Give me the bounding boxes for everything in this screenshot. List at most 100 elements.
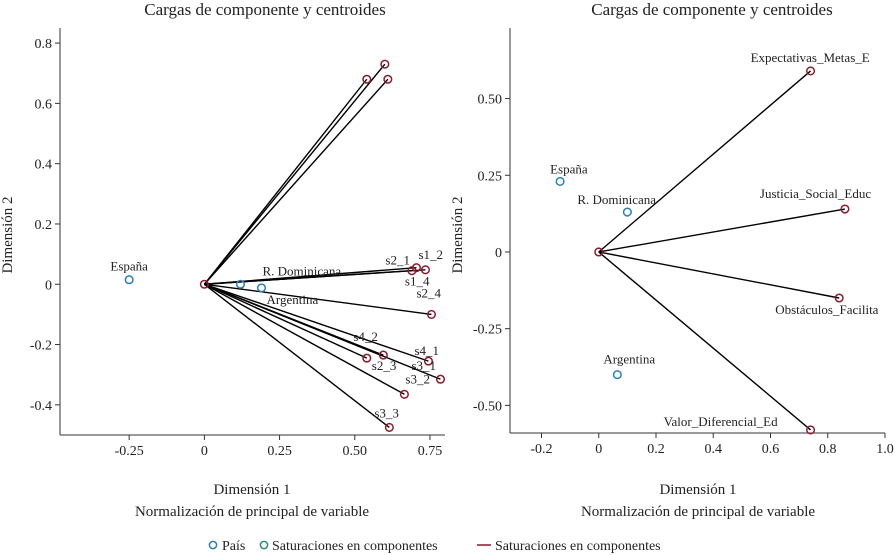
right-xtick-label-4: 0.6 [762,442,780,457]
right-centroid-point-2 [612,370,622,380]
chart-right: Cargas de componente y centroides Dimens… [450,0,894,520]
left-loading-point-5 [407,266,417,276]
left-loading-label-9: s2_3 [372,358,397,373]
left-loading-point-8 [423,356,434,366]
chart-left: Cargas de componente y centroides Dimens… [0,0,446,520]
legend-label-pais: País [222,539,245,554]
right-loading-line-1 [598,208,846,253]
right-centroid-label-2: Argentina [603,352,655,367]
left-loading-point-2 [383,74,393,84]
right-ytick-label-2: 0 [495,246,502,261]
right-loading-label-0: Expectativas_Metas_E [751,50,870,65]
right-loading-label-3: Valor_Diferencial_Ed [664,414,779,429]
left-loading-line-2 [203,78,389,285]
chart-right-title: Cargas de componente y centroides [591,0,832,19]
chart-left-ylabel: Dimensión 2 [0,196,16,273]
right-centroid-point-0 [555,176,565,186]
right-xtick-label-3: 0.4 [704,442,722,457]
left-ytick-label-0: 0.8 [35,37,53,52]
legend-item-saturaciones-2: Saturaciones en componentes [477,539,661,554]
right-loading-label-1: Justicia_Social_Educ [760,186,871,201]
left-xtick-label-1: 0 [201,444,208,459]
left-centroid-point-2 [256,283,267,293]
chart-right-xlabel: Dimensión 1 [659,482,736,498]
legend-item-pais: País [208,539,245,554]
legend: País Saturaciones en componentes Saturac… [208,539,661,554]
right-loading-point-0 [806,66,816,76]
left-centroid-label-1: R. Dominicana [262,263,341,278]
left-loading-line-1 [203,78,368,285]
chart-left-marks: 0.8 0.6 0.4 0.2 0 -0.2 -0.4 -0.25 0 0.25 0.50 0.75 s… [30,28,446,459]
right-xtick-label-5: 0.8 [819,442,837,457]
chart-left-subtitle: Normalización de principal de variable [135,504,369,520]
left-centroid-point-0 [124,275,134,285]
left-centroid-label-0: España [110,259,148,274]
right-loading-point-2 [834,293,844,303]
chart-right-marks: 0.50 0.25 0 -0.25 -0.50 -0.2 0 0.2 0.4 0.6 0.8 1.0 E… [473,28,894,457]
legend-marker-pais [208,540,218,550]
left-loading-point-1 [362,74,372,84]
left-loading-line-11 [204,283,405,395]
left-loading-label-4: s1_2 [418,247,443,262]
left-xtick-label-3: 0.50 [343,444,368,459]
left-loading-line-6 [204,283,432,316]
right-xtick-label-2: 0.2 [647,442,665,457]
left-loading-line-0 [203,63,386,285]
right-centroid-label-1: R. Dominicana [577,192,656,207]
left-loading-point-7 [378,350,388,360]
right-loading-line-0 [598,70,812,253]
left-loading-point-9 [362,353,372,363]
left-loading-line-12 [203,283,390,429]
left-centroid-label-2: Argentina [267,292,319,307]
legend-label-saturaciones-1: Saturaciones en componentes [272,539,438,554]
right-ytick-label-4: -0.50 [473,399,502,414]
left-loading-line-5 [204,269,412,285]
chart-left-xlabel: Dimensión 1 [213,482,290,498]
right-xtick-label-1: 0 [595,442,602,457]
left-ytick-label-5: -0.2 [30,339,52,354]
left-loading-line-9 [204,283,368,359]
left-loading-label-7: s4_2 [353,329,378,344]
left-loading-label-6: s2_4 [416,285,441,300]
left-loading-point-4 [420,265,430,275]
right-loading-point-1 [840,204,850,214]
left-xtick-label-4: 0.75 [418,444,443,459]
left-loading-label-10: s3_1 [411,358,436,373]
right-centroid-label-0: España [550,161,588,176]
right-ytick-label-3: -0.25 [473,323,502,338]
left-ytick-label-3: 0.2 [35,218,53,233]
left-loading-point-0 [380,59,390,69]
right-loading-label-2: Obstáculos_Facilita [775,302,878,317]
left-loading-label-3: s2_1 [385,253,410,268]
left-loading-line-10 [204,283,441,380]
left-loading-point-11 [399,389,409,399]
left-origin-point [199,279,209,289]
left-loading-point-10 [435,374,446,384]
left-centroid-point-1 [235,279,246,289]
legend-item-saturaciones-1: Saturaciones en componentes [259,539,438,554]
left-ytick-label-6: -0.4 [30,399,52,414]
left-xtick-label-2: 0.25 [267,444,292,459]
left-xtick-label-0: -0.25 [115,444,144,459]
left-loading-label-11: s3_2 [405,371,430,386]
left-loading-point-12 [384,422,394,433]
right-loading-line-3 [598,251,812,431]
left-loading-line-8 [204,283,429,362]
chart-right-ylabel: Dimensión 2 [450,196,466,273]
right-xtick-label-0: -0.2 [530,442,552,457]
right-xtick-label-6: 1.0 [876,442,894,457]
left-ytick-label-4: 0 [45,278,52,293]
right-loading-line-2 [598,251,840,299]
chart-left-title: Cargas de componente y centroides [144,0,385,19]
left-loading-point-6 [426,309,437,319]
legend-label-saturaciones-2: Saturaciones en componentes [495,539,661,554]
left-ytick-label-1: 0.6 [35,97,53,112]
legend-marker-saturaciones-1 [259,540,269,550]
left-loading-label-12: s3_3 [374,405,399,420]
chart-right-subtitle: Normalización de principal de variable [581,504,815,520]
left-loading-label-8: s4_1 [414,343,439,358]
right-origin-point [594,247,604,257]
left-ytick-label-2: 0.4 [35,158,53,173]
left-loading-label-5: s1_4 [405,274,430,289]
